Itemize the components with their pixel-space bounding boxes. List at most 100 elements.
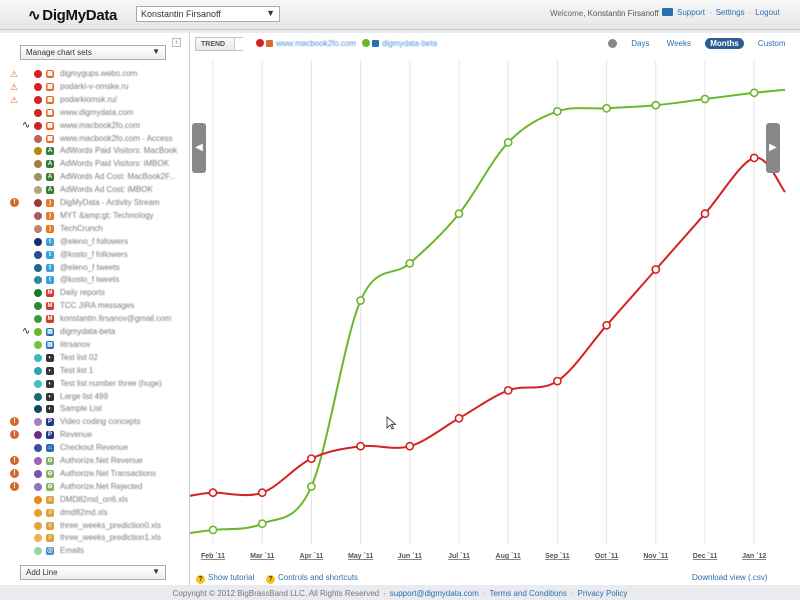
color-dot[interactable] [34, 482, 42, 491]
color-dot[interactable] [34, 134, 42, 143]
color-dot[interactable] [34, 173, 42, 182]
color-dot[interactable] [34, 315, 42, 324]
x-tick-label[interactable]: Nov `11 [643, 553, 668, 560]
color-dot[interactable] [34, 508, 42, 517]
data-point[interactable] [749, 153, 759, 163]
color-dot[interactable] [34, 366, 42, 375]
color-dot[interactable] [34, 469, 42, 478]
data-point[interactable] [552, 107, 562, 116]
sidebar-line-item[interactable]: ⚠ ▦ podarki-v-omske.ru [0, 81, 190, 94]
data-point[interactable] [356, 441, 365, 451]
color-dot[interactable] [34, 160, 42, 169]
data-point[interactable] [503, 138, 513, 147]
x-tick-label[interactable]: Sep `11 [545, 553, 570, 560]
color-dot[interactable] [34, 199, 42, 207]
color-dot[interactable] [34, 121, 42, 130]
color-dot[interactable] [34, 237, 42, 246]
settings-link[interactable]: Settings [715, 8, 745, 17]
account-select[interactable]: Konstantin Firsanoff ▼ [136, 6, 280, 22]
color-dot[interactable] [34, 444, 42, 453]
color-dot[interactable] [34, 302, 42, 311]
x-tick-label[interactable]: Oct `11 [595, 553, 618, 560]
manage-chart-sets-select[interactable]: Manage chart sets ▼ [20, 45, 166, 60]
sidebar-line-item[interactable]: A AdWords Ad Cost: iMBOK [0, 184, 190, 197]
sidebar-line-item[interactable]: ! P Video coding concepts [0, 416, 190, 429]
line-chart[interactable]: Feb `11 Mar `11 Apr `11 May `11 Jun `11 Jul `… [190, 33, 800, 585]
color-dot[interactable] [34, 108, 42, 117]
sidebar-line-item[interactable]: M Daily reports [0, 287, 190, 300]
color-dot[interactable] [34, 289, 42, 298]
sidebar-line-item[interactable]: ∿ ▦ www.macbook2fo.com [0, 120, 190, 133]
scroll-right-button[interactable]: ▶ [766, 123, 780, 173]
controls-shortcuts-link[interactable]: ? Controls and shortcuts [266, 573, 358, 584]
terms-link[interactable]: Terms and Conditions [489, 589, 567, 598]
sidebar-line-item[interactable]: ≡ DMD82md_on6.xls [0, 494, 190, 507]
sidebar-line-item[interactable]: ≡ three_weeks_prediction0.xls [0, 520, 190, 533]
data-point[interactable] [208, 525, 218, 535]
x-tick-label[interactable]: Apr `11 [300, 553, 324, 560]
x-tick-label[interactable]: Jan `12 [742, 553, 766, 560]
x-tick-label[interactable]: Feb `11 [201, 553, 225, 560]
logout-link[interactable]: Logout [755, 8, 780, 17]
data-point[interactable] [700, 209, 710, 219]
color-dot[interactable] [34, 224, 42, 233]
x-tick-label[interactable]: Aug `11 [496, 553, 521, 560]
data-point[interactable] [356, 296, 365, 305]
data-point[interactable] [503, 385, 513, 395]
color-dot[interactable] [34, 353, 42, 362]
data-point[interactable] [208, 488, 218, 498]
color-dot[interactable] [34, 495, 42, 504]
trend-button[interactable]: TREND [195, 37, 245, 51]
color-dot[interactable] [34, 276, 42, 285]
x-tick-label[interactable]: Jul `11 [448, 553, 470, 560]
sidebar-line-item[interactable]: ! P Revenue [0, 429, 190, 442]
sidebar-line-item[interactable]: ≡ three_weeks_prediction1.xls [0, 532, 190, 545]
data-point[interactable] [602, 320, 611, 330]
color-dot[interactable] [34, 405, 42, 414]
sidebar-line-item[interactable]: t @eleno_f tweets [0, 262, 190, 275]
sidebar-line-item[interactable]: A AdWords Ad Cost: MacBook2F... [0, 171, 190, 184]
data-point[interactable] [257, 519, 267, 529]
sidebar-line-item[interactable]: ) TechCrunch [0, 223, 190, 236]
color-dot[interactable] [34, 147, 42, 156]
data-point[interactable] [700, 94, 710, 104]
color-dot[interactable] [34, 70, 42, 78]
support-email-link[interactable]: support@digmydata.com [389, 589, 479, 598]
color-dot[interactable] [34, 534, 42, 543]
data-point[interactable] [257, 488, 267, 498]
sidebar-line-item[interactable]: t @kosto_f followers [0, 249, 190, 262]
color-dot[interactable] [34, 186, 42, 195]
range-months[interactable]: Months [705, 38, 744, 49]
sidebar-line-item[interactable]: ◐ Test list 1 [0, 365, 190, 378]
range-weeks[interactable]: Weeks [666, 39, 692, 48]
legend-item[interactable]: www.macbook2fo.com [256, 39, 356, 48]
sidebar-line-item[interactable]: ⚠ ▦ digmygups.webo.com [0, 68, 190, 81]
sidebar-line-item[interactable]: !) DigMyData - Activity Stream [0, 197, 190, 210]
color-dot[interactable] [34, 547, 42, 556]
show-tutorial-link[interactable]: ? Show tutorial [196, 573, 254, 584]
color-dot[interactable] [34, 431, 42, 440]
color-dot[interactable] [34, 263, 42, 272]
sidebar-line-item[interactable]: ◐ Large list 499 [0, 391, 190, 404]
scroll-left-button[interactable]: ◀ [192, 123, 206, 173]
sidebar-line-item[interactable]: ◐ Test list number three (huge) [0, 378, 190, 391]
sidebar-line-item[interactable]: ⚠ ▦ podarkiomsk.ru/ [0, 94, 190, 107]
color-dot[interactable] [34, 392, 42, 401]
data-point[interactable] [602, 103, 611, 113]
series-line[interactable] [190, 88, 786, 534]
data-point[interactable] [749, 88, 759, 98]
series-line[interactable] [190, 156, 786, 497]
sidebar-line-item[interactable]: A AdWords Paid Visitors: iMBOK [0, 158, 190, 171]
sidebar-line-item[interactable]: ▦ www.macbook2fo.com - Access [0, 133, 190, 146]
sidebar-line-item[interactable]: M TCC JIRA messages [0, 300, 190, 313]
color-dot[interactable] [34, 521, 42, 530]
color-dot[interactable] [34, 95, 42, 104]
collapse-sidebar-button[interactable]: ‹ [172, 38, 181, 47]
sidebar-line-item[interactable]: ≡ dmd82md.xls [0, 507, 190, 520]
range-custom[interactable]: Custom [757, 39, 786, 48]
data-point[interactable] [454, 413, 464, 423]
sidebar-line-item[interactable]: t @kosto_f tweets [0, 274, 190, 287]
color-dot[interactable] [34, 379, 42, 388]
sidebar-line-item[interactable]: ▦ www.digmydata.com [0, 107, 190, 120]
